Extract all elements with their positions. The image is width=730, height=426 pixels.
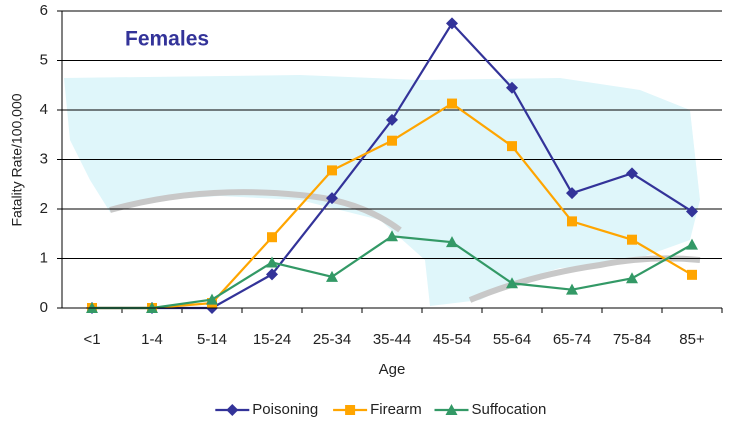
y-tick-label: 0 (40, 299, 48, 316)
marker (686, 238, 698, 250)
marker (327, 165, 337, 176)
marker (506, 81, 518, 94)
y-tick-label: 3 (40, 150, 48, 167)
y-tick-label: 4 (40, 101, 48, 118)
x-tick-label: 55-64 (493, 331, 531, 348)
map-background (64, 75, 700, 306)
y-tick-label: 2 (40, 200, 48, 217)
marker (267, 232, 277, 243)
legend-label: Poisoning (252, 401, 318, 418)
x-tick-label: 65-74 (553, 331, 591, 348)
y-axis-label: Fatality Rate/100,000 (9, 93, 25, 226)
marker (626, 272, 638, 284)
marker (686, 205, 698, 218)
legend-label: Firearm (370, 401, 422, 418)
y-tick-label: 6 (40, 2, 48, 19)
marker (446, 236, 458, 248)
marker (566, 187, 578, 200)
y-tick-label: 5 (40, 51, 48, 68)
chart-title: Females (125, 28, 209, 51)
x-tick-label: 75-84 (613, 331, 651, 348)
marker (687, 269, 697, 280)
legend-label: Suffocation (472, 401, 547, 418)
marker (386, 230, 398, 242)
y-tick-label: 1 (40, 249, 48, 266)
x-tick-label: 45-54 (433, 331, 471, 348)
marker (626, 167, 638, 180)
x-tick-label: 5-14 (197, 331, 227, 348)
marker (326, 270, 338, 282)
marker (266, 256, 278, 268)
marker (627, 234, 637, 245)
x-axis-label: Age (379, 361, 406, 378)
marker (506, 277, 518, 289)
marker (566, 283, 578, 295)
x-tick-label: <1 (83, 331, 100, 348)
marker (326, 192, 338, 205)
x-tick-label: 85+ (679, 331, 705, 348)
marker (567, 216, 577, 227)
marker (507, 141, 517, 152)
marker (447, 98, 457, 109)
x-tick-label: 15-24 (253, 331, 291, 348)
marker (387, 135, 397, 146)
marker (226, 404, 239, 416)
x-tick-label: 25-34 (313, 331, 351, 348)
marker (266, 268, 278, 281)
marker (345, 405, 356, 415)
x-tick-label: 35-44 (373, 331, 411, 348)
marker (386, 113, 398, 126)
marker (206, 293, 218, 305)
marker (445, 404, 458, 415)
marker (446, 17, 458, 30)
x-tick-label: 1-4 (141, 331, 163, 348)
